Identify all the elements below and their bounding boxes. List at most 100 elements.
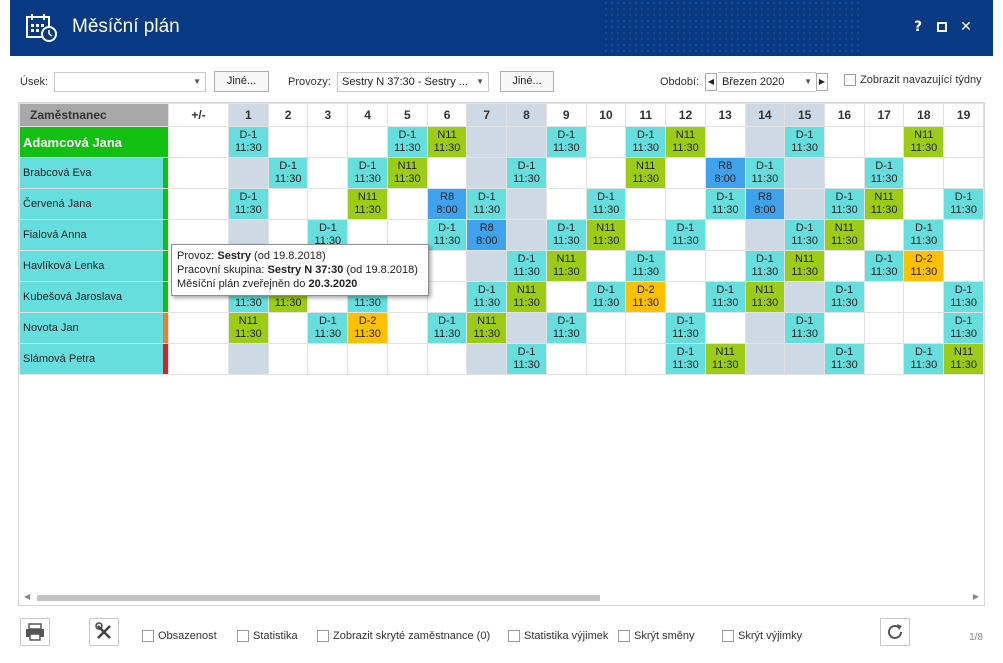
day-cell[interactable]: [466, 343, 508, 375]
day-cell[interactable]: [585, 157, 627, 189]
statistika-checkbox[interactable]: Statistika: [237, 630, 298, 643]
day-cell[interactable]: [863, 281, 905, 313]
refresh-button[interactable]: [880, 618, 910, 646]
day-cell[interactable]: [744, 126, 786, 158]
day-header[interactable]: 1: [228, 103, 269, 127]
day-cell[interactable]: [625, 343, 667, 375]
day-cell[interactable]: [665, 250, 706, 282]
shift-block[interactable]: R8 8:00: [706, 158, 745, 188]
day-cell[interactable]: [506, 188, 547, 220]
day-header[interactable]: 8: [506, 103, 547, 127]
day-cell[interactable]: [784, 157, 826, 189]
day-cell[interactable]: [307, 126, 349, 158]
day-cell[interactable]: R8 8:00: [466, 219, 508, 251]
day-header[interactable]: 15: [784, 103, 826, 127]
day-cell[interactable]: [863, 312, 905, 344]
exception-stats-checkbox[interactable]: Statistika výjimek: [508, 630, 608, 643]
provozy-other-button[interactable]: Jiné...: [500, 71, 554, 92]
day-cell[interactable]: R8 8:00: [426, 188, 468, 220]
day-cell[interactable]: [625, 312, 667, 344]
employee-name-cell[interactable]: Adamcová Jana: [19, 126, 169, 158]
day-header[interactable]: 3: [307, 103, 349, 127]
day-header[interactable]: 2: [267, 103, 309, 127]
day-cell[interactable]: [426, 250, 468, 282]
day-header[interactable]: 5: [386, 103, 428, 127]
day-cell[interactable]: [506, 219, 547, 251]
horizontal-scrollbar[interactable]: ◀ ▶: [19, 591, 984, 605]
scrollbar-thumb[interactable]: [37, 595, 600, 601]
day-header[interactable]: 14: [744, 103, 786, 127]
day-header[interactable]: 18: [903, 103, 945, 127]
close-button[interactable]: ✕: [960, 19, 972, 35]
day-cell[interactable]: [784, 343, 826, 375]
shift-block[interactable]: R8 8:00: [428, 189, 466, 219]
day-cell[interactable]: [903, 157, 945, 189]
help-button[interactable]: ?: [913, 19, 923, 35]
employee-name-cell[interactable]: Slámová Petra: [19, 343, 169, 375]
next-month-button[interactable]: ▶: [816, 73, 828, 91]
day-cell[interactable]: [863, 219, 905, 251]
day-cell[interactable]: D-2 11:30: [625, 281, 667, 313]
day-cell[interactable]: R8 8:00: [744, 188, 786, 220]
day-cell[interactable]: [585, 126, 627, 158]
day-cell[interactable]: [585, 343, 627, 375]
day-cell[interactable]: [943, 219, 984, 251]
day-cell[interactable]: [824, 312, 865, 344]
obsazenost-checkbox[interactable]: Obsazenost: [142, 630, 217, 643]
day-cell[interactable]: [784, 281, 826, 313]
employee-name-cell[interactable]: Novota Jan: [19, 312, 169, 344]
day-header[interactable]: 17: [863, 103, 905, 127]
day-cell[interactable]: [704, 312, 746, 344]
day-cell[interactable]: [625, 219, 667, 251]
employee-name-cell[interactable]: Havlíková Lenka: [19, 250, 169, 282]
employee-name-cell[interactable]: Brabcová Eva: [19, 157, 169, 189]
navazujici-checkbox[interactable]: Zobrazit navazující týdny: [844, 74, 982, 87]
day-header[interactable]: 19: [943, 103, 984, 127]
